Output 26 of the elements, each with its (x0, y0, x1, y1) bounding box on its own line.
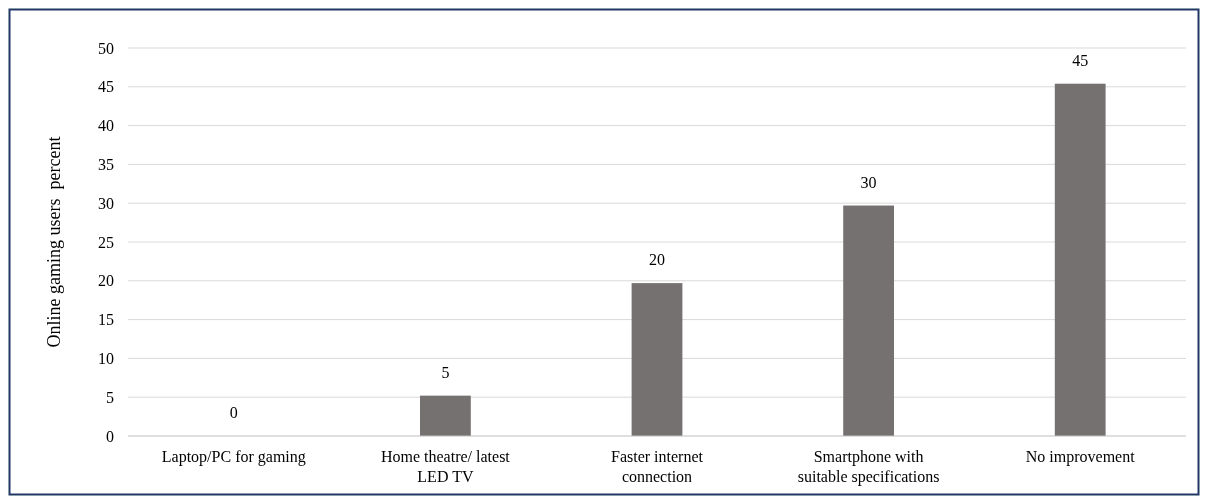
bar (420, 395, 471, 436)
y-tick-label: 10 (98, 350, 114, 367)
y-tick-label: 25 (98, 233, 114, 251)
bar (1054, 83, 1106, 436)
bar (631, 283, 683, 436)
y-tick-label: 40 (98, 117, 114, 135)
y-tick-label: 50 (98, 39, 114, 57)
y-tick-label: 15 (98, 311, 114, 329)
bar (843, 205, 894, 436)
data-label: 20 (649, 251, 665, 269)
y-tick-label: 45 (98, 78, 114, 96)
x-tick-label: Home theatre/ latest LED TV (380, 448, 511, 485)
y-tick-label: 30 (98, 194, 114, 212)
y-axis-title: Online gaming users percent (44, 136, 64, 348)
y-tick-label: 0 (106, 427, 114, 445)
x-tick-label: No improvement (1025, 448, 1136, 466)
data-label: 0 (229, 404, 238, 421)
x-tick-label: Faster internet connection (611, 448, 704, 485)
data-label: 45 (1072, 51, 1089, 69)
y-tick-label: 20 (98, 272, 114, 290)
y-tick-label: 5 (106, 388, 114, 406)
data-label: 30 (860, 173, 877, 191)
x-tick-label: Laptop/PC for gaming (161, 448, 306, 466)
y-tick-label: 35 (98, 156, 114, 173)
data-label: 5 (441, 363, 450, 381)
x-tick-label: Smartphone with suitable specifications (797, 448, 940, 486)
